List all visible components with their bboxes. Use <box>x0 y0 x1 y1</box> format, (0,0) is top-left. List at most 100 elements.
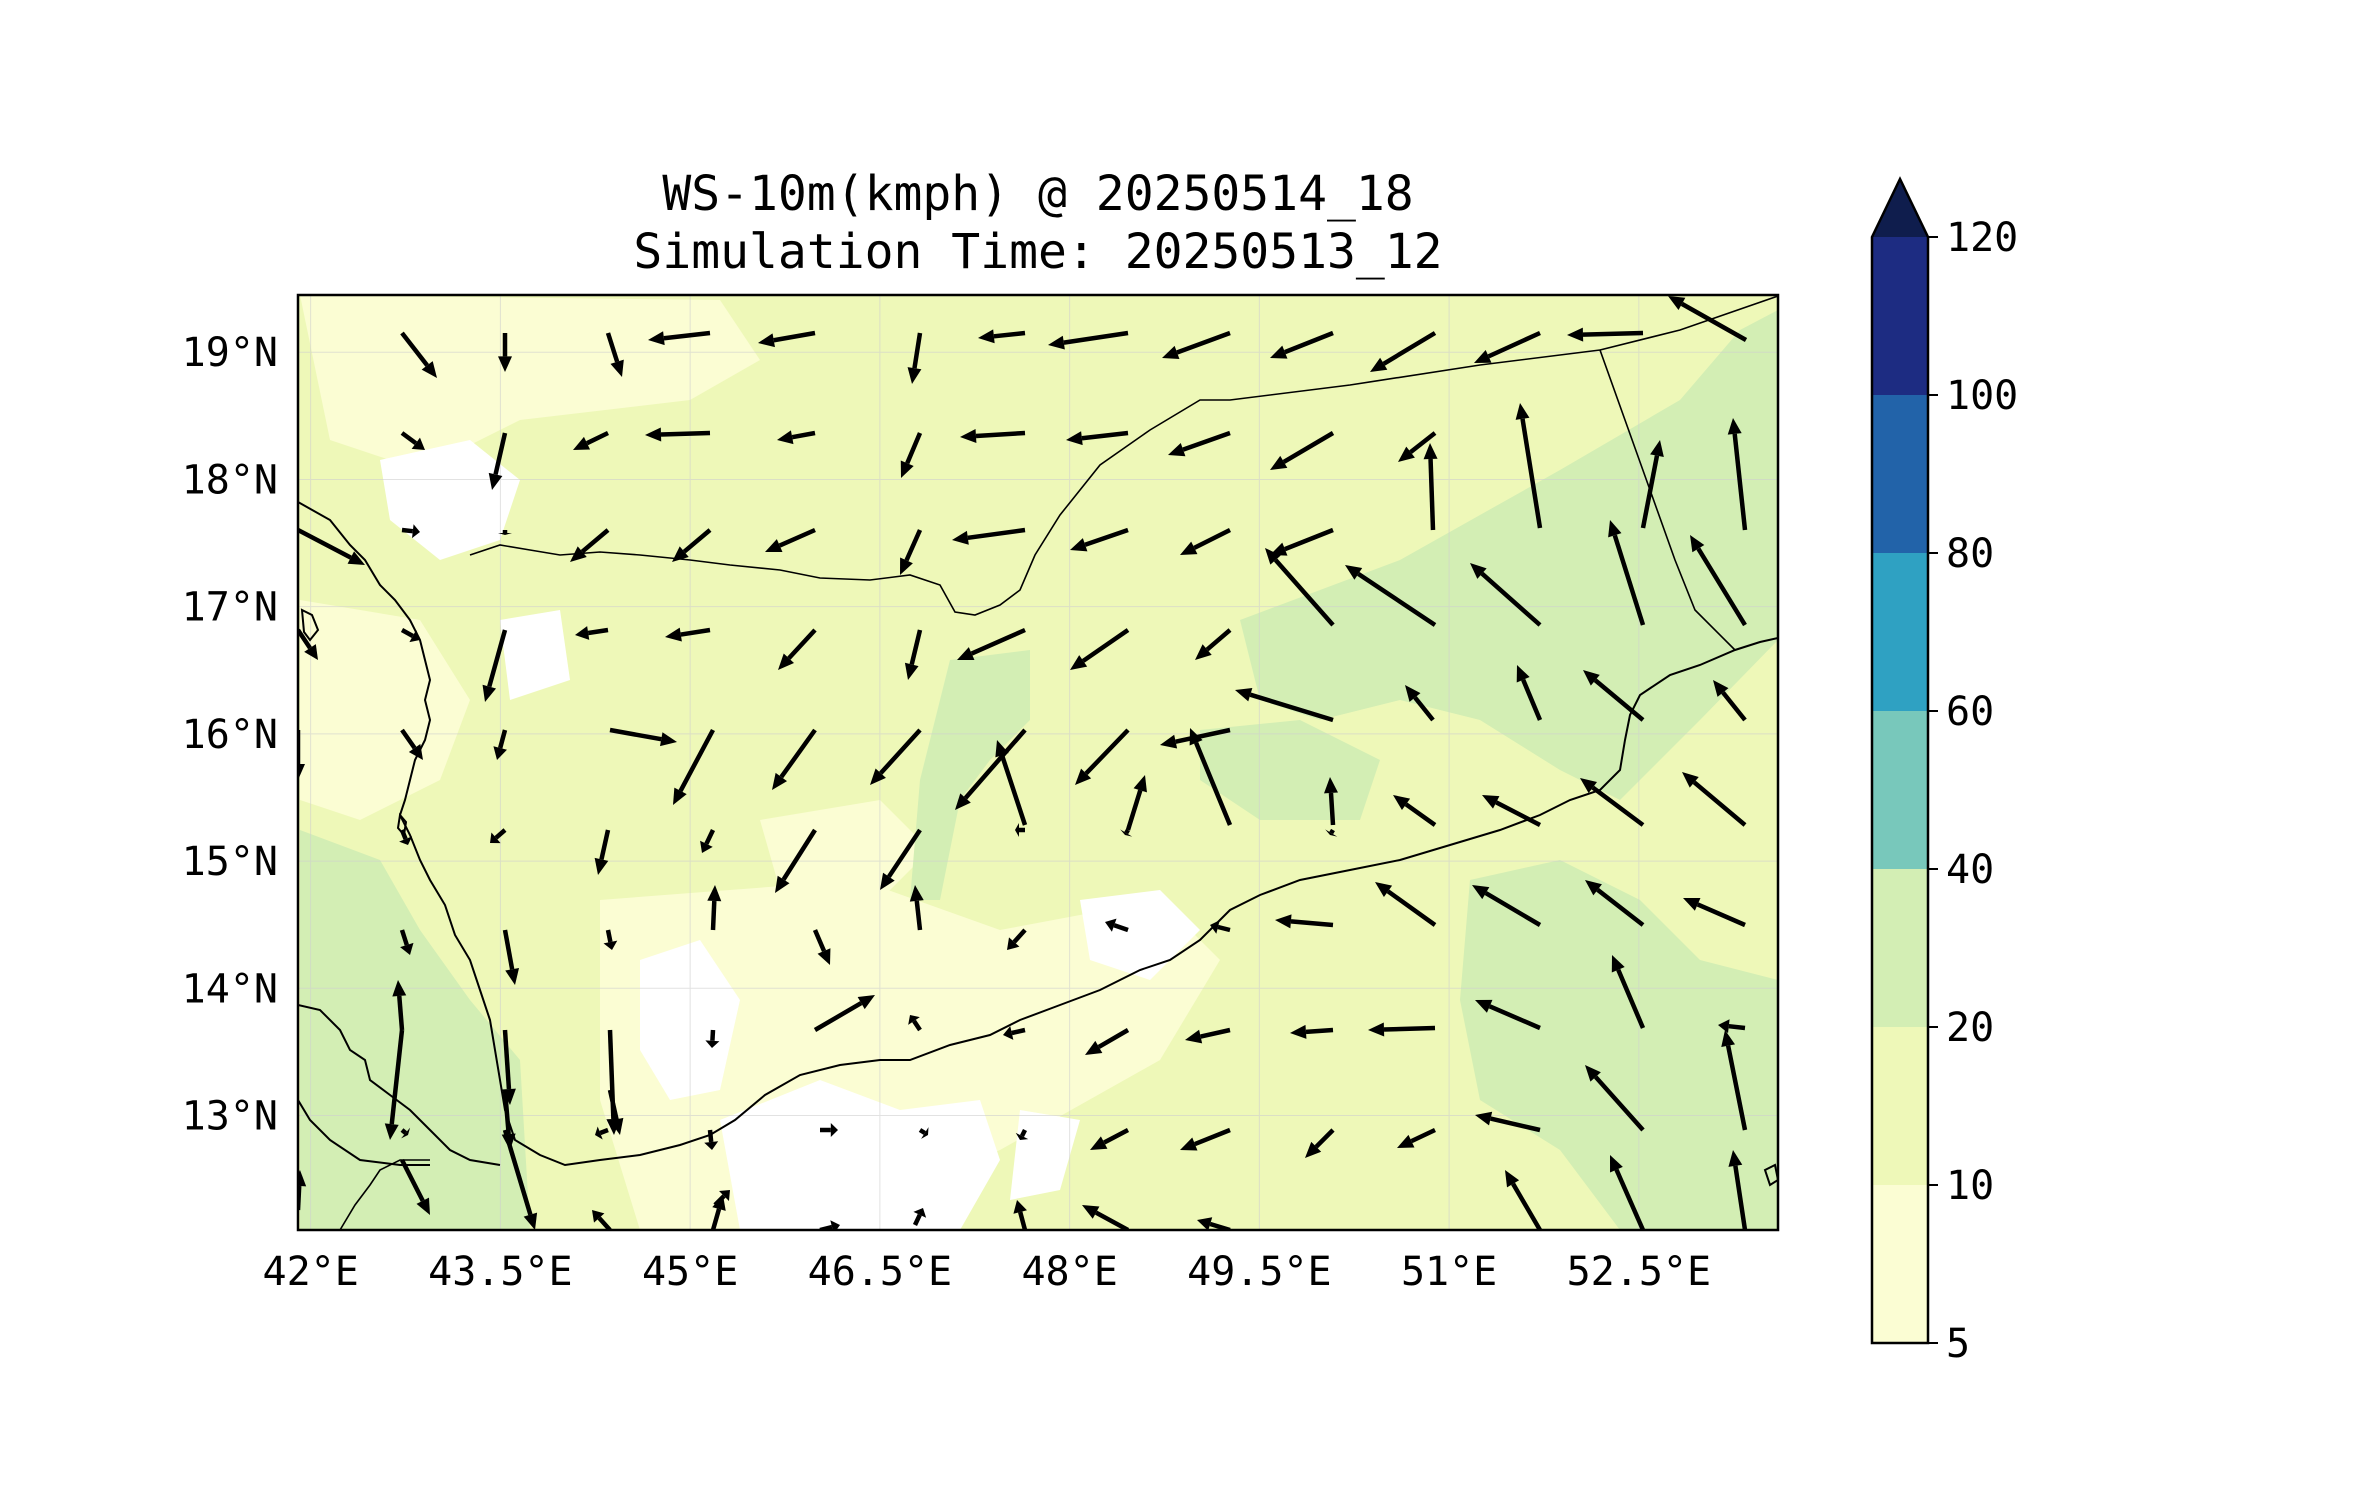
gridlines <box>298 295 1778 1230</box>
wind-vector <box>298 528 365 565</box>
wind-vector <box>1125 775 1147 831</box>
colorbar-segment <box>1872 1027 1928 1185</box>
colorbar: 5 10 20 40 60 80 100 120 <box>1870 176 2018 1367</box>
colorbar-segment <box>1872 395 1928 553</box>
wind-vector <box>493 729 508 760</box>
coastline-red-sea-east <box>298 501 1778 1167</box>
lon-tick-label: 42°E <box>262 1249 358 1295</box>
lat-tick-label: 16°N <box>182 712 278 758</box>
wind-vector <box>665 627 711 642</box>
wind-vector <box>1683 897 1746 928</box>
wind-vector <box>955 728 1027 810</box>
wind-vector <box>772 728 817 790</box>
wind-vector <box>1235 687 1334 723</box>
lon-tick-label: 43.5°E <box>428 1249 573 1295</box>
wind-vector <box>1580 778 1645 827</box>
wind-vector <box>645 427 711 442</box>
wind-vector <box>1482 795 1542 827</box>
colorbar-segment <box>1872 1185 1928 1343</box>
map-area <box>298 295 1778 1230</box>
wind-vector <box>399 929 414 955</box>
wind-vector <box>1472 885 1542 927</box>
colorbar-extend-arrow <box>1872 179 1928 237</box>
wind-vector <box>978 329 1026 344</box>
wind-vector <box>573 430 609 450</box>
lat-tick-label: 18°N <box>182 457 278 503</box>
wind-vector <box>1398 431 1437 462</box>
wind-vector <box>880 828 922 890</box>
wind-vector <box>813 995 875 1032</box>
border-eritrea-ethiopia <box>339 1159 430 1230</box>
moderate-wind-area-east <box>1240 310 1778 800</box>
wind-vector <box>812 929 831 965</box>
lat-tick-label: 14°N <box>182 966 278 1012</box>
colorbar-tick-label: 20 <box>1946 1005 1994 1051</box>
light-wind-area-north <box>300 295 760 470</box>
wind-vector <box>900 529 923 575</box>
lat-tick-label: 13°N <box>182 1094 278 1140</box>
island-3 <box>1763 1163 1778 1187</box>
wind-vector <box>400 628 420 643</box>
lat-tick-label: 19°N <box>182 330 278 376</box>
wind-vector <box>1210 920 1231 934</box>
lat-tick-label: 15°N <box>182 839 278 885</box>
wind-vector <box>1423 443 1438 531</box>
wind-vector <box>400 728 423 760</box>
wind-vector <box>399 1158 430 1215</box>
wind-vector <box>1475 999 1541 1031</box>
wind-speed-shading <box>300 295 1778 1230</box>
wind-vector <box>1007 928 1027 950</box>
wind-vector <box>400 331 437 378</box>
wind-vector <box>570 528 610 562</box>
map-frame <box>296 293 1780 1232</box>
wind-vector <box>1195 628 1232 660</box>
wind-vector <box>1168 430 1231 457</box>
wind-vectors <box>298 296 1748 1230</box>
wind-vector <box>1370 331 1437 372</box>
wind-vector <box>710 1195 726 1230</box>
wind-vector <box>502 929 520 985</box>
wind-vector <box>777 430 816 445</box>
wind-vector <box>1085 1028 1130 1055</box>
wind-vector <box>1610 1155 1646 1230</box>
wind-vector <box>900 432 923 478</box>
colorbar-segment <box>1872 711 1928 869</box>
wind-vector <box>1516 665 1543 721</box>
wind-vector <box>1345 565 1437 627</box>
lat-tick-label: 17°N <box>182 585 278 631</box>
longitude-axis: 42°E 43.5°E 45°E 46.5°E 48°E 49.5°E 51°E 52.5°E <box>262 1249 1711 1295</box>
wind-vector <box>1325 828 1338 837</box>
wind-vector <box>609 727 677 747</box>
wind-vector <box>700 829 716 853</box>
wind-vector <box>607 1089 624 1135</box>
colorbar-segment <box>1872 869 1928 1027</box>
wind-vector <box>1290 1024 1334 1039</box>
wind-vector <box>1505 1170 1542 1230</box>
lon-tick-label: 48°E <box>1021 1249 1117 1295</box>
lon-tick-label: 52.5°E <box>1567 1249 1712 1295</box>
wind-vector <box>707 885 722 931</box>
colorbar-tick-label: 60 <box>1946 689 1994 735</box>
wind-vector <box>488 432 508 490</box>
wind-vector <box>775 828 817 893</box>
latitude-axis: 19°N 18°N 17°N 16°N 15°N 14°N 13°N <box>182 330 278 1139</box>
wind-vector <box>298 730 305 780</box>
wind-vector <box>490 828 507 844</box>
wind-vector <box>1048 330 1129 350</box>
wind-vector <box>1324 777 1338 826</box>
wind-vector <box>400 1127 411 1139</box>
wind-vector <box>1567 327 1644 342</box>
wind-vector <box>1727 418 1748 531</box>
wind-vector <box>907 332 923 384</box>
wind-vector <box>820 1123 838 1137</box>
wind-vector <box>870 728 922 785</box>
wind-vector <box>1640 440 1664 529</box>
lon-tick-label: 46.5°E <box>808 1249 953 1295</box>
wind-vector <box>1611 955 1646 1029</box>
colorbar-tick-label: 80 <box>1946 531 1994 577</box>
wind-vector <box>1668 296 1748 342</box>
wind-vector <box>592 1210 612 1230</box>
wind-vector <box>1721 1030 1748 1131</box>
wind-vector <box>1585 880 1645 927</box>
wind-vector <box>1474 330 1541 363</box>
